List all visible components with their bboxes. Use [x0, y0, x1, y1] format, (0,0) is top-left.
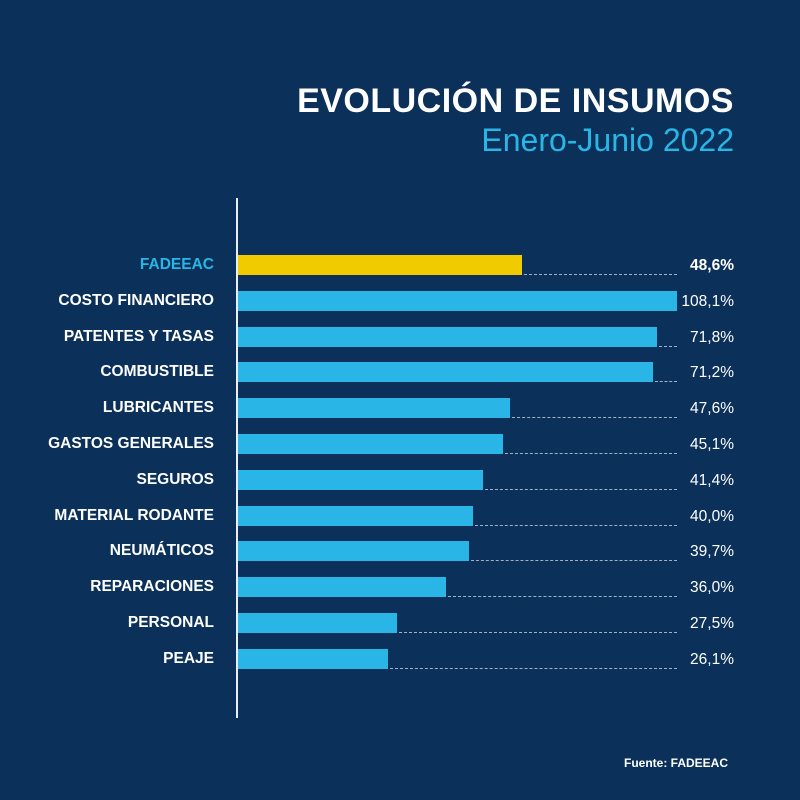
value-label: 45,1% [690, 436, 734, 453]
category-label: COSTO FINANCIERO [58, 291, 214, 309]
leader-line [524, 274, 677, 275]
leader-line [448, 596, 677, 598]
value-label: 71,8% [690, 328, 734, 346]
category-label: COMBUSTIBLE [100, 363, 214, 381]
y-axis-line [236, 198, 238, 718]
leader-line [475, 524, 677, 526]
leader-line [399, 632, 677, 633]
category-label: NEUMÁTICOS [109, 542, 214, 560]
category-label: PEAJE [163, 649, 214, 667]
value-label: 47,6% [690, 400, 734, 418]
bar [238, 434, 503, 454]
value-label: 36,0% [690, 579, 734, 597]
chart-title: EVOLUCIÓN DE INSUMOS [297, 82, 734, 120]
source-note: Fuente: FADEEAC [623, 756, 728, 770]
value-label: 39,7% [690, 543, 734, 561]
leader-line [655, 381, 677, 383]
bar [238, 255, 522, 275]
leader-line [505, 453, 677, 454]
value-label: 27,5% [690, 615, 734, 632]
bar [238, 398, 510, 419]
bar [238, 290, 677, 311]
value-label: 71,2% [690, 364, 734, 382]
category-label: PERSONAL [127, 614, 214, 631]
bar [238, 613, 397, 633]
bar [238, 541, 469, 562]
value-label: 108,1% [681, 292, 734, 310]
leader-line [390, 667, 677, 669]
category-label: GASTOS GENERALES [48, 435, 214, 452]
value-label: 26,1% [690, 650, 734, 668]
value-label: 40,0% [690, 507, 734, 525]
category-label: MATERIAL RODANTE [54, 506, 214, 524]
bar [238, 469, 483, 490]
bar [238, 577, 446, 598]
leader-line [485, 488, 677, 490]
category-label: FADEEAC [139, 256, 214, 273]
leader-line [512, 417, 677, 419]
value-label: 41,4% [690, 471, 734, 489]
value-label: 48,6% [690, 257, 734, 274]
category-label: REPARACIONES [90, 578, 214, 596]
bar [238, 326, 657, 347]
category-label: LUBRICANTES [102, 399, 214, 417]
bar [238, 505, 473, 526]
leader-line [659, 345, 677, 347]
bar [238, 362, 653, 383]
category-label: SEGUROS [136, 470, 214, 488]
category-label: PATENTES Y TASAS [63, 327, 214, 345]
bar [238, 648, 388, 669]
leader-line [471, 560, 677, 562]
chart-subtitle: Enero-Junio 2022 [481, 122, 734, 158]
